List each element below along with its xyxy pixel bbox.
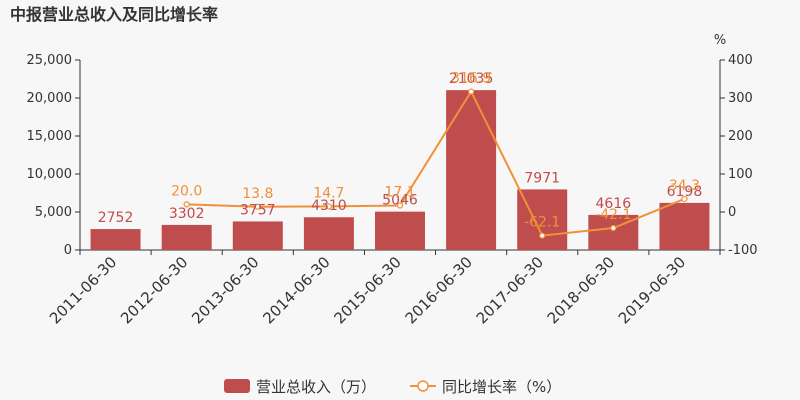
- growth-value-label: 34.3: [669, 178, 700, 194]
- growth-point: [539, 232, 546, 239]
- left-y-tick-label: 15,000: [27, 129, 73, 144]
- left-y-tick-label: 25,000: [27, 53, 73, 68]
- legend-line-marker: [417, 380, 429, 392]
- growth-point: [681, 195, 688, 203]
- right-y-tick-label: 100: [728, 167, 753, 182]
- x-tick-label: 2018-06-30: [544, 253, 618, 327]
- legend-bar-label: 营业总收入（万）: [256, 378, 376, 396]
- bar-value-label: 6198: [667, 184, 703, 200]
- bar-value-label: 7971: [524, 170, 560, 186]
- revenue-bar: [375, 211, 425, 250]
- x-tick-label: 2011-06-30: [46, 253, 120, 327]
- revenue-bar: [446, 90, 497, 250]
- right-y-tick-label: -100: [728, 243, 758, 258]
- bar-value-label: 5046: [382, 193, 418, 209]
- right-y-tick-label: 200: [728, 129, 753, 144]
- x-tick-label: 2019-06-30: [615, 253, 689, 327]
- growth-point: [183, 201, 190, 208]
- revenue-bar: [659, 202, 710, 250]
- x-tick-label: 2013-06-30: [188, 253, 262, 327]
- x-tick-label: 2017-06-30: [473, 253, 547, 327]
- chart-title: 中报营业总收入及同比增长率: [10, 5, 218, 24]
- data-labels: 2752 3302 3757 4310 5046 21035 7971 4616 6198 20.…: [98, 71, 703, 231]
- growth-value-label: 20.0: [171, 183, 202, 199]
- right-y-tick-label: 300: [728, 91, 753, 106]
- bar-value-label: 3302: [169, 206, 205, 222]
- revenue-bar: [90, 229, 141, 250]
- bar-value-label: 3757: [240, 202, 276, 218]
- legend[interactable]: 营业总收入（万） 同比增长率（%）: [224, 378, 561, 396]
- growth-point: [254, 203, 261, 210]
- x-tick-label: 2014-06-30: [259, 253, 333, 327]
- growth-value-label: 13.8: [242, 186, 273, 202]
- growth-line-series: [183, 88, 688, 239]
- right-axis-unit: %: [714, 33, 726, 48]
- right-y-tick-label: 0: [728, 205, 736, 220]
- revenue-bar: [303, 217, 354, 250]
- left-y-tick-label: 20,000: [27, 91, 73, 106]
- growth-point: [610, 224, 617, 232]
- bar-value-label: 4616: [596, 196, 632, 212]
- growth-value-label: 316.9: [451, 71, 491, 87]
- x-tick-label: 2012-06-30: [117, 253, 191, 327]
- growth-point: [468, 88, 475, 95]
- bar-value-label: 4310: [311, 198, 347, 214]
- growth-value-label: 17.1: [384, 185, 415, 201]
- left-y-tick-label: 10,000: [27, 167, 73, 182]
- growth-value-label: -62.1: [524, 215, 560, 231]
- bar-value-label: 2752: [98, 210, 134, 226]
- left-y-tick-label: 5,000: [35, 205, 72, 220]
- growth-point: [396, 202, 404, 209]
- revenue-bar: [517, 189, 568, 250]
- growth-point: [325, 203, 332, 210]
- x-tick-label: 2015-06-30: [330, 253, 404, 327]
- bar-value-label: 21035: [449, 71, 494, 87]
- legend-bar-swatch: [224, 379, 250, 393]
- revenue-bar: [232, 221, 283, 250]
- revenue-bar: [161, 224, 212, 250]
- growth-value-label: -42.1: [595, 207, 631, 223]
- growth-value-label: 14.7: [313, 185, 344, 201]
- growth-line: [186, 89, 685, 237]
- x-tick-label: 2016-06-30: [402, 253, 476, 327]
- right-y-tick-label: 400: [728, 53, 753, 68]
- legend-line-label: 同比增长率（%）: [442, 378, 561, 396]
- left-y-tick-label: 0: [64, 243, 72, 258]
